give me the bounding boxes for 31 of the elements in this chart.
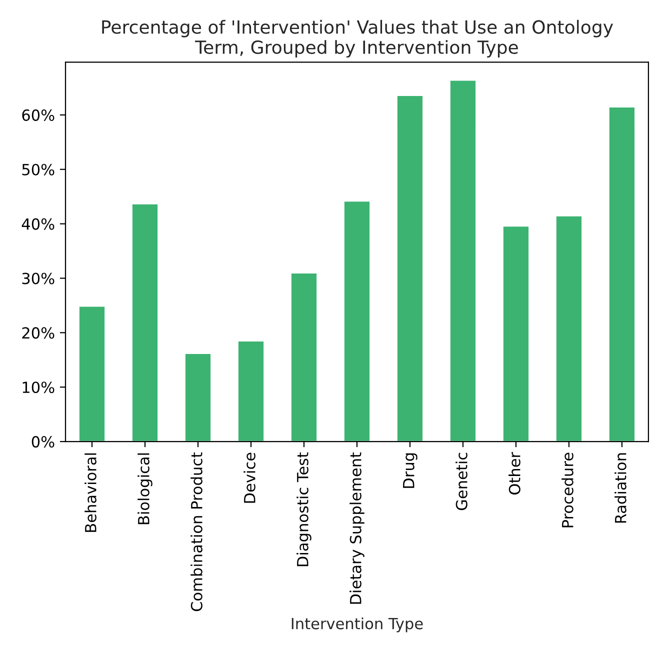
x-tick-label: Device [244, 452, 256, 503]
bar [396, 94, 424, 442]
x-tick-label: Combination Product [190, 452, 202, 612]
x-tick-label: Diagnostic Test [296, 452, 312, 566]
x-tick-label: Biological [138, 453, 152, 524]
x-tick-label: Genetic [456, 452, 468, 510]
bar [184, 352, 212, 442]
bar [237, 340, 265, 442]
x-tick-label: Behavioral [84, 453, 96, 532]
bar [502, 225, 530, 442]
bar [78, 305, 106, 442]
y-tick-label: 60% [22, 109, 54, 121]
y-tick-label: 40% [22, 218, 54, 230]
x-tick-label: Radiation [614, 453, 626, 523]
y-tick-label: 10% [22, 382, 54, 394]
y-tick-label: 30% [22, 272, 54, 284]
bar [449, 79, 477, 442]
bar [343, 200, 371, 442]
bar [290, 272, 318, 442]
x-axis-title: Intervention Type [292, 618, 423, 632]
bar [608, 106, 636, 442]
y-tick-label: 50% [22, 164, 54, 176]
bar [555, 214, 583, 442]
x-tick-label: Dietary Supplement [350, 452, 364, 604]
chart-title: Percentage of 'Intervention' Values that Use an Ontology Term, Grouped by Intervention Type [102, 20, 614, 58]
bar [131, 202, 159, 442]
y-tick-label: 20% [22, 327, 54, 339]
x-tick-label: Procedure [562, 452, 574, 528]
x-tick-label: Other [508, 452, 520, 494]
y-tick-label: 0% [32, 436, 54, 448]
x-tick-label: Drug [403, 453, 418, 488]
